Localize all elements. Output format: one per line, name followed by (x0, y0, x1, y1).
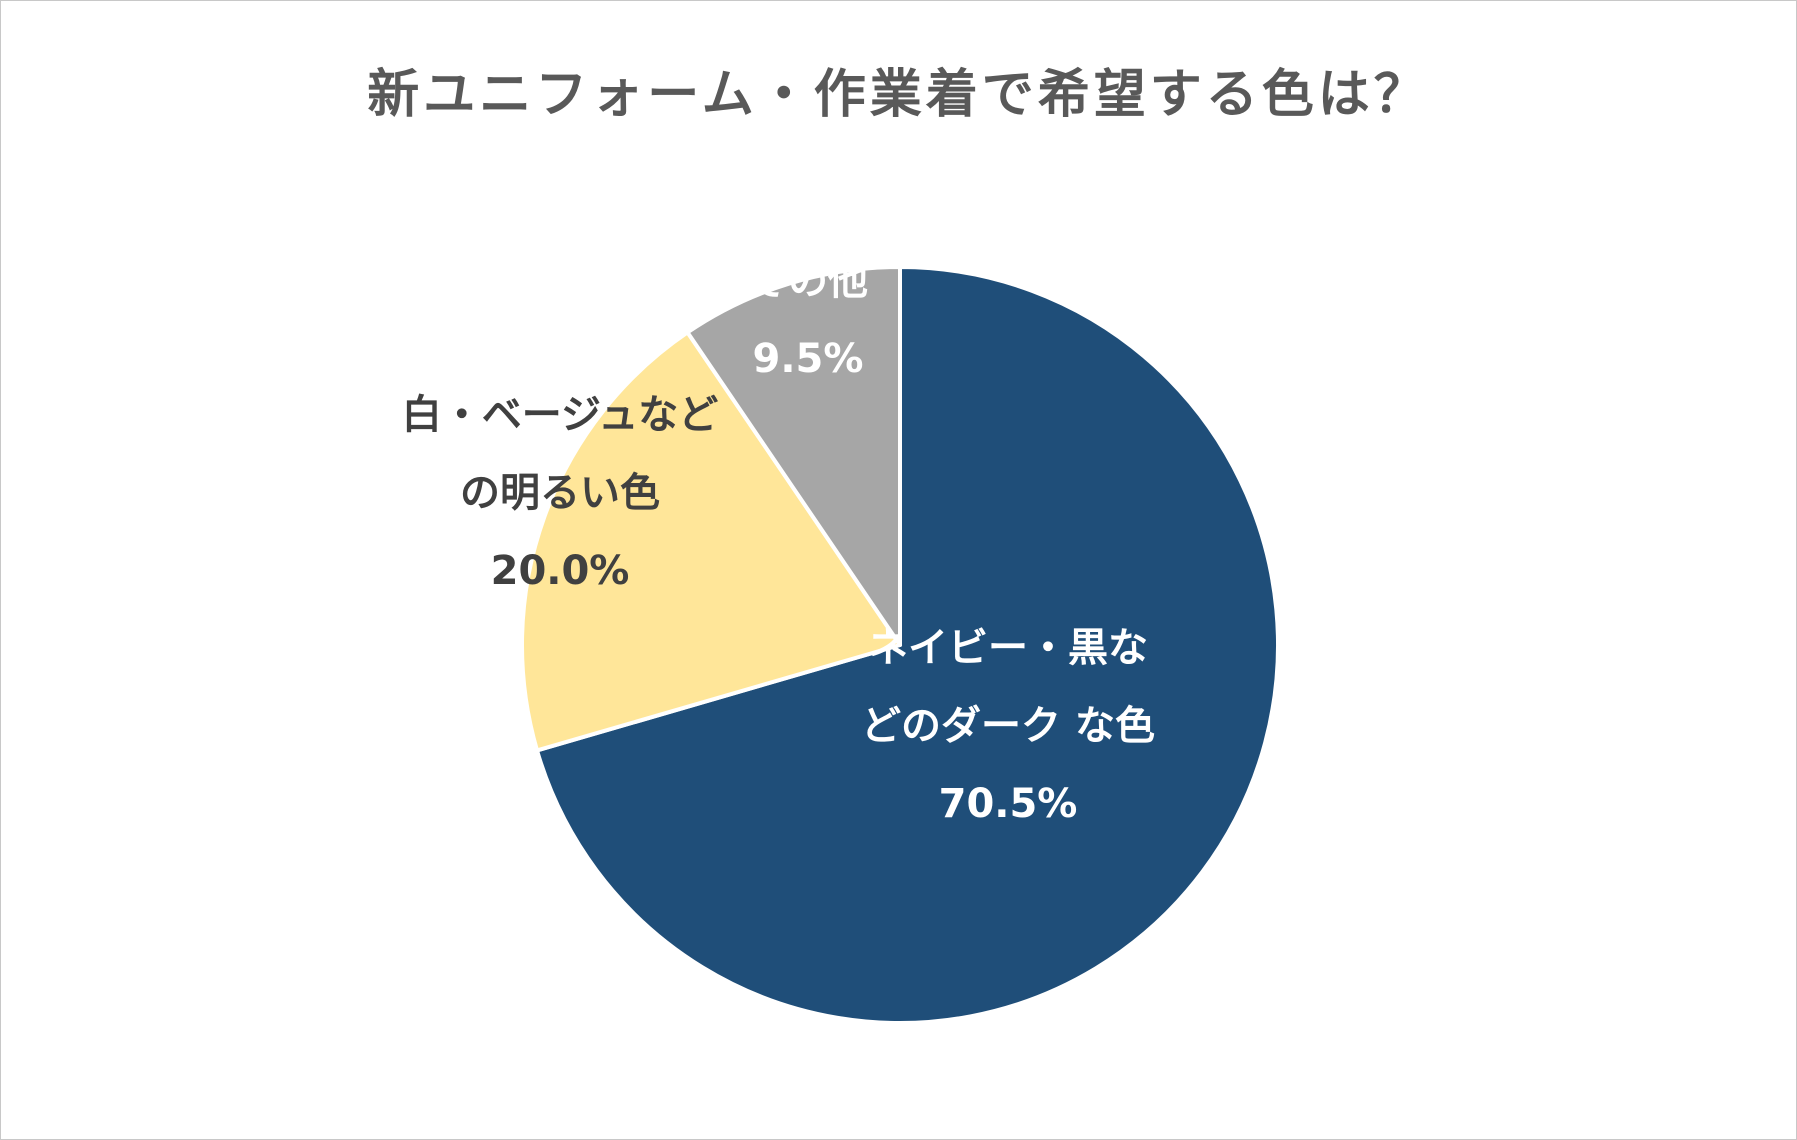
slice-other (685, 265, 902, 647)
slice-label: 白・ベージュなど (402, 392, 718, 438)
slice-value-label: 70.5% (939, 781, 1078, 827)
slice-value-label: 20.0% (491, 548, 630, 594)
slice-label: その他 (748, 258, 868, 304)
slice-label: どのダーク な色 (861, 703, 1155, 749)
slice-label: ネイビー・黒な (868, 625, 1148, 671)
slice-navy-black (535, 265, 1280, 1025)
slice-white-beige (520, 330, 902, 753)
slice-value-label: 9.5% (753, 336, 864, 382)
slice-label: の明るい色 (460, 470, 660, 516)
chart-title: 新ユニフォーム・作業着で希望する色は？ (367, 65, 1430, 125)
